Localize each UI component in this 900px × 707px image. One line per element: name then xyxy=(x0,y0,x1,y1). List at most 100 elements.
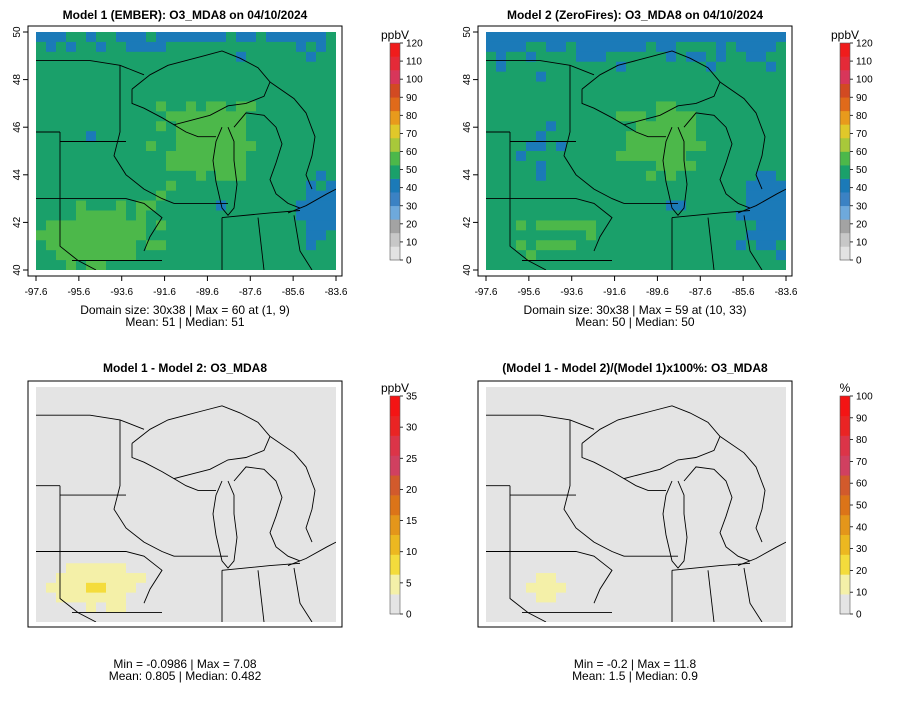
grid-cell xyxy=(316,524,327,535)
grid-cell xyxy=(496,81,507,92)
grid-cell xyxy=(146,200,157,211)
grid-cell xyxy=(756,61,767,73)
grid-cell xyxy=(526,387,537,398)
colorbar-segment xyxy=(390,594,400,615)
grid-cell xyxy=(536,387,547,398)
grid-cell xyxy=(126,524,137,535)
grid-cell xyxy=(126,131,137,142)
grid-cell xyxy=(296,51,307,63)
grid-cell xyxy=(156,101,167,112)
grid-cell xyxy=(126,387,137,398)
grid-cell xyxy=(136,582,147,594)
grid-cell xyxy=(666,220,677,231)
grid-cell xyxy=(36,260,47,270)
grid-cell xyxy=(306,190,317,201)
grid-cell xyxy=(646,445,657,456)
grid-cell xyxy=(676,455,687,466)
grid-cell xyxy=(166,220,177,231)
grid-cell xyxy=(146,51,157,63)
grid-cell xyxy=(206,260,217,270)
grid-cell xyxy=(146,455,157,466)
grid-cell xyxy=(736,543,747,554)
grid-cell xyxy=(166,533,177,545)
grid-cell xyxy=(686,170,697,182)
grid-cell xyxy=(556,230,567,241)
grid-cell xyxy=(176,61,187,73)
grid-cell xyxy=(756,71,767,82)
grid-cell xyxy=(646,435,657,447)
grid-cell xyxy=(666,445,677,456)
grid-cell xyxy=(186,406,197,417)
grid-cell xyxy=(486,602,497,613)
grid-cell xyxy=(536,465,547,476)
grid-cell xyxy=(776,220,786,231)
grid-cell xyxy=(746,180,757,192)
grid-cell xyxy=(576,101,587,112)
grid-cell xyxy=(316,260,327,270)
grid-cell xyxy=(56,131,67,142)
grid-cell xyxy=(686,406,697,417)
grid-cell xyxy=(606,71,617,82)
grid-cell xyxy=(136,111,147,122)
grid-cell xyxy=(56,514,67,525)
grid-cell xyxy=(726,396,737,407)
grid-cell xyxy=(686,494,697,505)
grid-cell xyxy=(776,111,786,122)
grid-cell xyxy=(616,445,627,456)
grid-cell xyxy=(316,61,327,73)
grid-cell xyxy=(266,602,277,613)
grid-cell xyxy=(506,475,517,486)
grid-cell xyxy=(256,131,267,142)
grid-cell xyxy=(156,563,167,574)
grid-cell xyxy=(676,91,687,102)
grid-cell xyxy=(746,524,757,535)
grid-cell xyxy=(686,396,697,407)
grid-cell xyxy=(586,524,597,535)
grid-cell xyxy=(776,210,786,221)
grid-cell xyxy=(136,553,147,564)
grid-cell xyxy=(626,563,637,574)
grid-cell xyxy=(616,160,627,172)
grid-cell xyxy=(86,141,97,152)
grid-cell xyxy=(726,260,737,270)
grid-cell xyxy=(186,131,197,142)
grid-cell xyxy=(496,41,507,53)
grid-cell xyxy=(256,71,267,82)
state-boundary xyxy=(509,485,547,622)
grid-cell xyxy=(516,170,527,182)
grid-cell xyxy=(146,553,157,564)
grid-cell xyxy=(56,612,67,622)
grid-cell xyxy=(526,81,537,92)
grid-cell xyxy=(756,406,767,417)
grid-cell xyxy=(56,230,67,241)
grid-cell xyxy=(106,180,117,192)
grid-cell xyxy=(706,160,717,172)
grid-cell xyxy=(136,260,147,270)
grid-cell xyxy=(126,426,137,437)
grid-cell xyxy=(146,514,157,525)
grid-cell xyxy=(276,71,287,82)
state-boundary xyxy=(221,210,301,219)
grid-cell xyxy=(126,260,137,270)
grid-cell xyxy=(106,160,117,172)
grid-cell xyxy=(586,240,597,251)
grid-cell xyxy=(696,435,707,447)
grid-cell xyxy=(236,435,247,447)
grid-cell xyxy=(656,387,667,398)
grid-cell xyxy=(296,543,307,554)
grid-cell xyxy=(106,170,117,182)
grid-cell xyxy=(766,81,777,92)
grid-cell xyxy=(726,32,737,43)
grid-cell xyxy=(56,426,67,437)
grid-cell xyxy=(726,111,737,122)
colorbar-tick-label: 100 xyxy=(856,75,873,86)
grid-cell xyxy=(266,475,277,486)
grid-cell xyxy=(76,230,87,241)
grid-cell xyxy=(516,51,527,63)
grid-cell xyxy=(136,406,147,417)
grid-cell xyxy=(146,240,157,251)
grid-cell xyxy=(756,573,767,584)
state-boundary xyxy=(293,567,313,622)
grid-cell xyxy=(726,504,737,515)
grid-cell xyxy=(776,170,786,182)
